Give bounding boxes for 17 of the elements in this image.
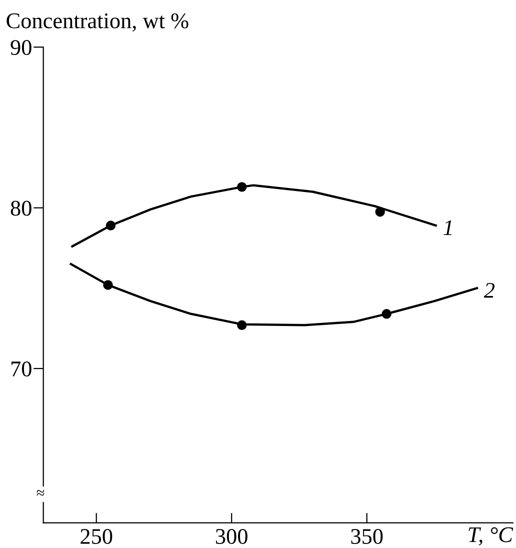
point <box>375 206 385 217</box>
point <box>106 220 116 230</box>
point <box>237 182 247 192</box>
y-tick-label: 90 <box>10 40 32 56</box>
x-tick-label: 300 <box>216 528 248 544</box>
x-axis-title: T, °C <box>468 527 514 546</box>
y-tick-label: 80 <box>10 200 32 216</box>
point <box>103 280 113 290</box>
point <box>237 320 247 330</box>
x-tick-label: 250 <box>80 528 112 544</box>
y-axis-title: Concentration, wt % <box>6 13 188 32</box>
series-label: 2 <box>484 282 494 298</box>
annotation: ≈ <box>36 490 44 496</box>
x-tick-label: 350 <box>351 528 383 544</box>
series-label: 1 <box>444 220 452 236</box>
y-tick-label: 70 <box>11 361 32 376</box>
point <box>382 309 392 319</box>
